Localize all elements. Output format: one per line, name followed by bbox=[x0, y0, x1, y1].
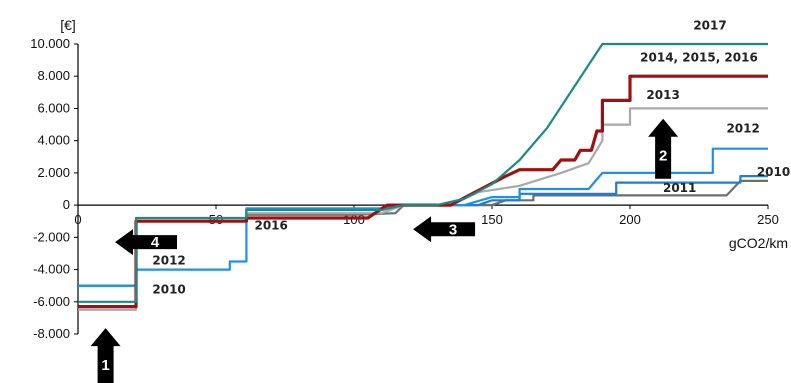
axes: 10.000 8.000 6.000 4.000 2.000 0 -2.000 -4.000 -… bbox=[30, 17, 788, 341]
x-tick-label: 250 bbox=[757, 212, 779, 227]
y-tick-label: -2.000 bbox=[33, 229, 70, 244]
y-tick-label: 2.000 bbox=[37, 165, 70, 180]
annotations-layer: 2017 2014, 2015, 2016 2013 2012 2010 2011 2012… bbox=[152, 19, 790, 297]
arrow-label: 3 bbox=[449, 221, 457, 238]
arrow-label: 1 bbox=[101, 357, 109, 374]
y-tick-label: -4.000 bbox=[33, 262, 70, 277]
series-label: 2010 bbox=[757, 165, 790, 179]
series-line bbox=[78, 74, 768, 309]
series-layer bbox=[78, 42, 768, 311]
arrow-shape bbox=[115, 229, 177, 256]
arrow-left: 4 bbox=[115, 229, 177, 256]
y-tick-label: -8.000 bbox=[33, 326, 70, 341]
series-label: 2012 bbox=[726, 122, 759, 136]
arrows-layer: 1 2 3 4 bbox=[90, 118, 679, 383]
x-tick-label: 0 bbox=[74, 212, 81, 227]
arrow-shape bbox=[648, 118, 679, 179]
series-label: 2011 bbox=[663, 181, 696, 195]
y-tick-label: 6.000 bbox=[37, 100, 70, 115]
series-line bbox=[78, 42, 768, 303]
y-tick-label: 10.000 bbox=[30, 36, 70, 51]
y-axis-title: [€] bbox=[60, 17, 76, 33]
arrow-left: 3 bbox=[413, 216, 476, 243]
x-tick-label: 200 bbox=[619, 212, 641, 227]
series-label: 2014, 2015, 2016 bbox=[640, 51, 758, 65]
y-tick-label: 4.000 bbox=[37, 133, 70, 148]
arrow-shape bbox=[90, 328, 121, 383]
y-tick-label: -6.000 bbox=[33, 294, 70, 309]
arrow-label: 2 bbox=[659, 148, 667, 165]
arrow-up: 1 bbox=[90, 328, 121, 383]
arrow-label: 4 bbox=[151, 234, 160, 251]
y-tick-label: 0 bbox=[63, 197, 70, 212]
arrow-up: 2 bbox=[648, 118, 679, 179]
x-axis-title: gCO2/km bbox=[729, 235, 788, 251]
arrow-shape bbox=[413, 216, 476, 243]
series-label: 2017 bbox=[693, 19, 726, 33]
series-label: 2013 bbox=[646, 88, 679, 102]
y-tick-label: 8.000 bbox=[37, 68, 70, 83]
series-label: 2012 bbox=[152, 254, 185, 268]
x-tick-label: 150 bbox=[481, 212, 503, 227]
series-label: 2010 bbox=[152, 283, 185, 297]
series-label: 2016 bbox=[254, 218, 287, 232]
